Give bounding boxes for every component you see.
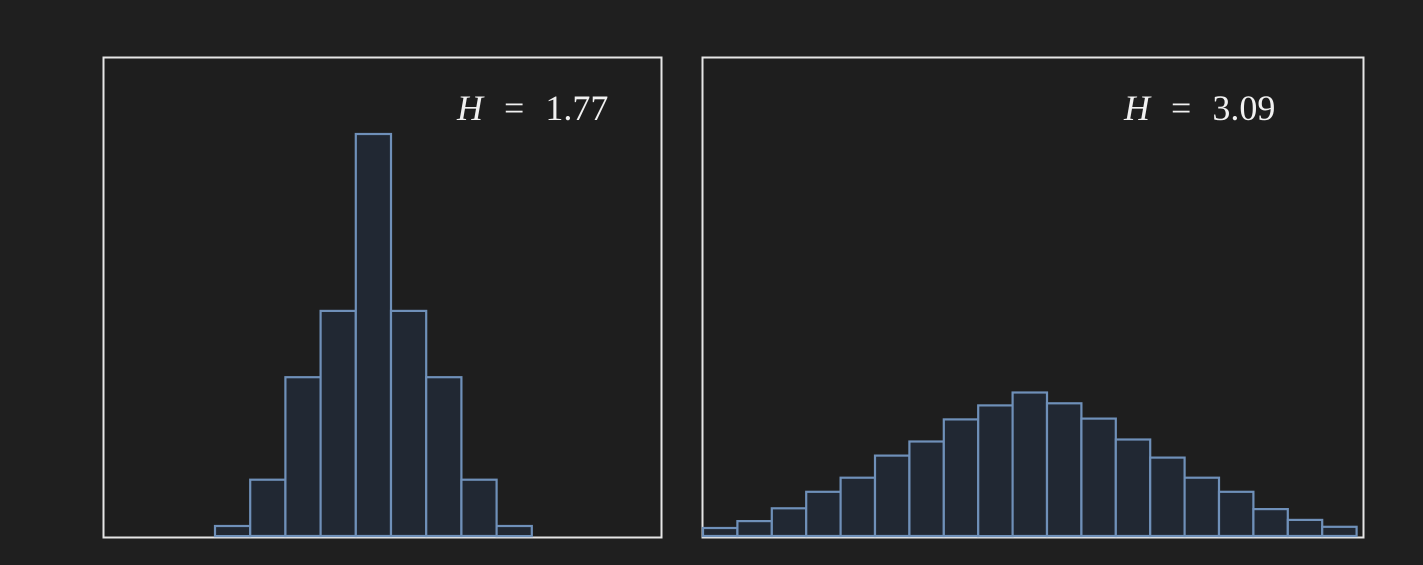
entropy-symbol: H [456, 88, 485, 128]
histogram-panel-left: H = 1.77 [102, 56, 663, 539]
histogram-bar [1183, 476, 1221, 538]
entropy-equals: = [504, 88, 524, 128]
entropy-symbol: H [1123, 88, 1152, 128]
histogram-bar [805, 490, 842, 538]
entropy-value: 1.77 [545, 88, 608, 128]
bars-left [213, 132, 533, 538]
histogram-bar [1011, 391, 1049, 538]
histogram-bar [213, 524, 252, 538]
histogram-bar [460, 478, 498, 538]
histogram-bar [1217, 490, 1255, 538]
histogram-bar [977, 404, 1014, 538]
histogram-bar [495, 524, 533, 538]
entropy-value: 3.09 [1212, 88, 1275, 128]
histogram-bar [1321, 525, 1358, 538]
histogram-bar [1252, 508, 1289, 538]
histogram-bar [319, 309, 357, 538]
histogram-bar [736, 519, 773, 538]
histogram-bar [249, 478, 287, 538]
histogram-bar [908, 440, 945, 538]
histogram-panel-right: H = 3.09 [701, 56, 1365, 539]
entropy-label-right: H = 3.09 [1123, 88, 1275, 128]
histogram-bar [1286, 518, 1324, 538]
histogram-bar [1114, 438, 1152, 538]
entropy-label-left: H = 1.77 [456, 88, 608, 128]
histogram-bar [425, 376, 463, 538]
histogram-bar [1149, 456, 1186, 538]
histogram-bar [1080, 417, 1117, 538]
histogram-bar [389, 309, 428, 538]
histogram-bar [701, 526, 739, 538]
histogram-bar [284, 376, 322, 538]
bars-right [701, 391, 1358, 538]
histogram-bar [839, 476, 877, 538]
entropy-equals: = [1171, 88, 1191, 128]
histogram-bar [354, 132, 393, 538]
histogram-bar [873, 454, 911, 538]
histogram-bar [1045, 402, 1083, 538]
histogram-bar [942, 418, 980, 538]
histogram-bar [770, 507, 808, 538]
